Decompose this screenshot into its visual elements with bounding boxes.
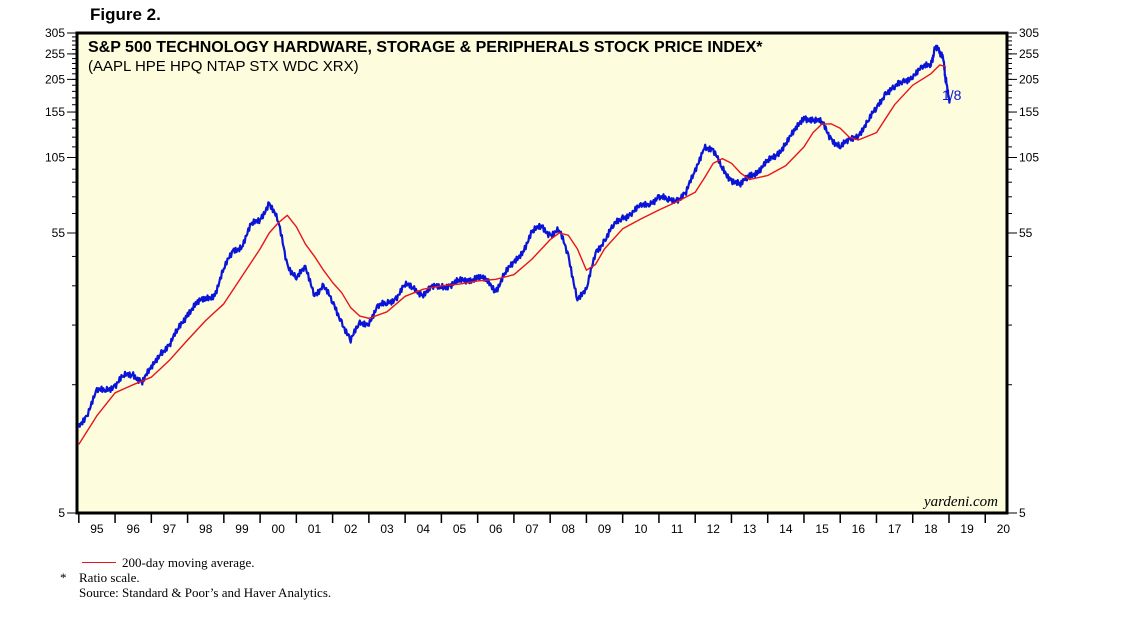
y-tick-label-right: 305	[1019, 26, 1039, 40]
x-tick-label: 01	[308, 522, 322, 536]
y-tick-label-right: 155	[1019, 105, 1039, 119]
y-tick-label-left: 305	[45, 26, 65, 40]
x-tick-label: 08	[562, 522, 576, 536]
x-tick-label: 05	[453, 522, 467, 536]
x-tick-label: 09	[598, 522, 612, 536]
date-annotation: 1/8	[942, 87, 962, 103]
x-tick-label: 03	[380, 522, 394, 536]
y-tick-label-right: 105	[1019, 151, 1039, 165]
x-tick-label: 95	[90, 522, 104, 536]
source-text: Source: Standard & Poor’s and Haver Anal…	[79, 585, 332, 600]
x-tick-label: 99	[235, 522, 249, 536]
legend-swatch	[82, 562, 116, 563]
figure-label: Figure 2.	[90, 5, 161, 24]
y-tick-label-left: 5	[58, 506, 65, 520]
y-tick-label-right: 5	[1019, 506, 1026, 520]
y-tick-label-left: 55	[52, 226, 66, 240]
y-tick-label-right: 255	[1019, 47, 1039, 61]
x-tick-label: 97	[163, 522, 177, 536]
y-tick-label-left: 155	[45, 105, 65, 119]
x-axis: 95 96 97 98 99 00 01 02 03 04 05 06 07 08 09 10 11 12 13 14…	[78, 513, 1011, 536]
chart-title: S&P 500 TECHNOLOGY HARDWARE, STORAGE & P…	[88, 39, 763, 56]
x-tick-label: 12	[707, 522, 721, 536]
index-series-line	[77, 44, 951, 428]
note-text: Ratio scale.	[79, 570, 140, 585]
series-layer	[77, 44, 951, 445]
x-tick-label: 11	[671, 522, 684, 536]
note-star: *	[60, 570, 67, 585]
y-tick-label-left: 205	[45, 72, 65, 86]
watermark: yardeni.com	[922, 494, 998, 510]
x-tick-label: 19	[960, 522, 974, 536]
x-tick-label: 07	[525, 522, 539, 536]
x-tick-label: 96	[127, 522, 141, 536]
y-tick-label-left: 255	[45, 47, 65, 61]
x-tick-label: 18	[924, 522, 938, 536]
x-tick-label: 04	[417, 522, 431, 536]
x-tick-label: 15	[815, 522, 829, 536]
chart-subtitle: (AAPL HPE HPQ NTAP STX WDC XRX)	[88, 58, 359, 75]
y-tick-label-right: 55	[1019, 226, 1033, 240]
x-tick-label: 02	[344, 522, 358, 536]
x-tick-label: 17	[888, 522, 902, 536]
moving-average-line	[78, 64, 947, 445]
y-tick-label-left: 105	[45, 151, 65, 165]
x-tick-label: 00	[272, 522, 286, 536]
plot-area	[75, 31, 1009, 515]
x-tick-label: 98	[199, 522, 213, 536]
x-tick-label: 06	[489, 522, 503, 536]
x-tick-label: 14	[779, 522, 793, 536]
legend-label: 200-day moving average.	[122, 555, 255, 570]
x-tick-label: 16	[852, 522, 866, 536]
x-tick-label: 10	[634, 522, 648, 536]
x-tick-label: 20	[997, 522, 1011, 536]
y-tick-label-right: 205	[1019, 72, 1039, 86]
x-tick-label: 13	[743, 522, 757, 536]
